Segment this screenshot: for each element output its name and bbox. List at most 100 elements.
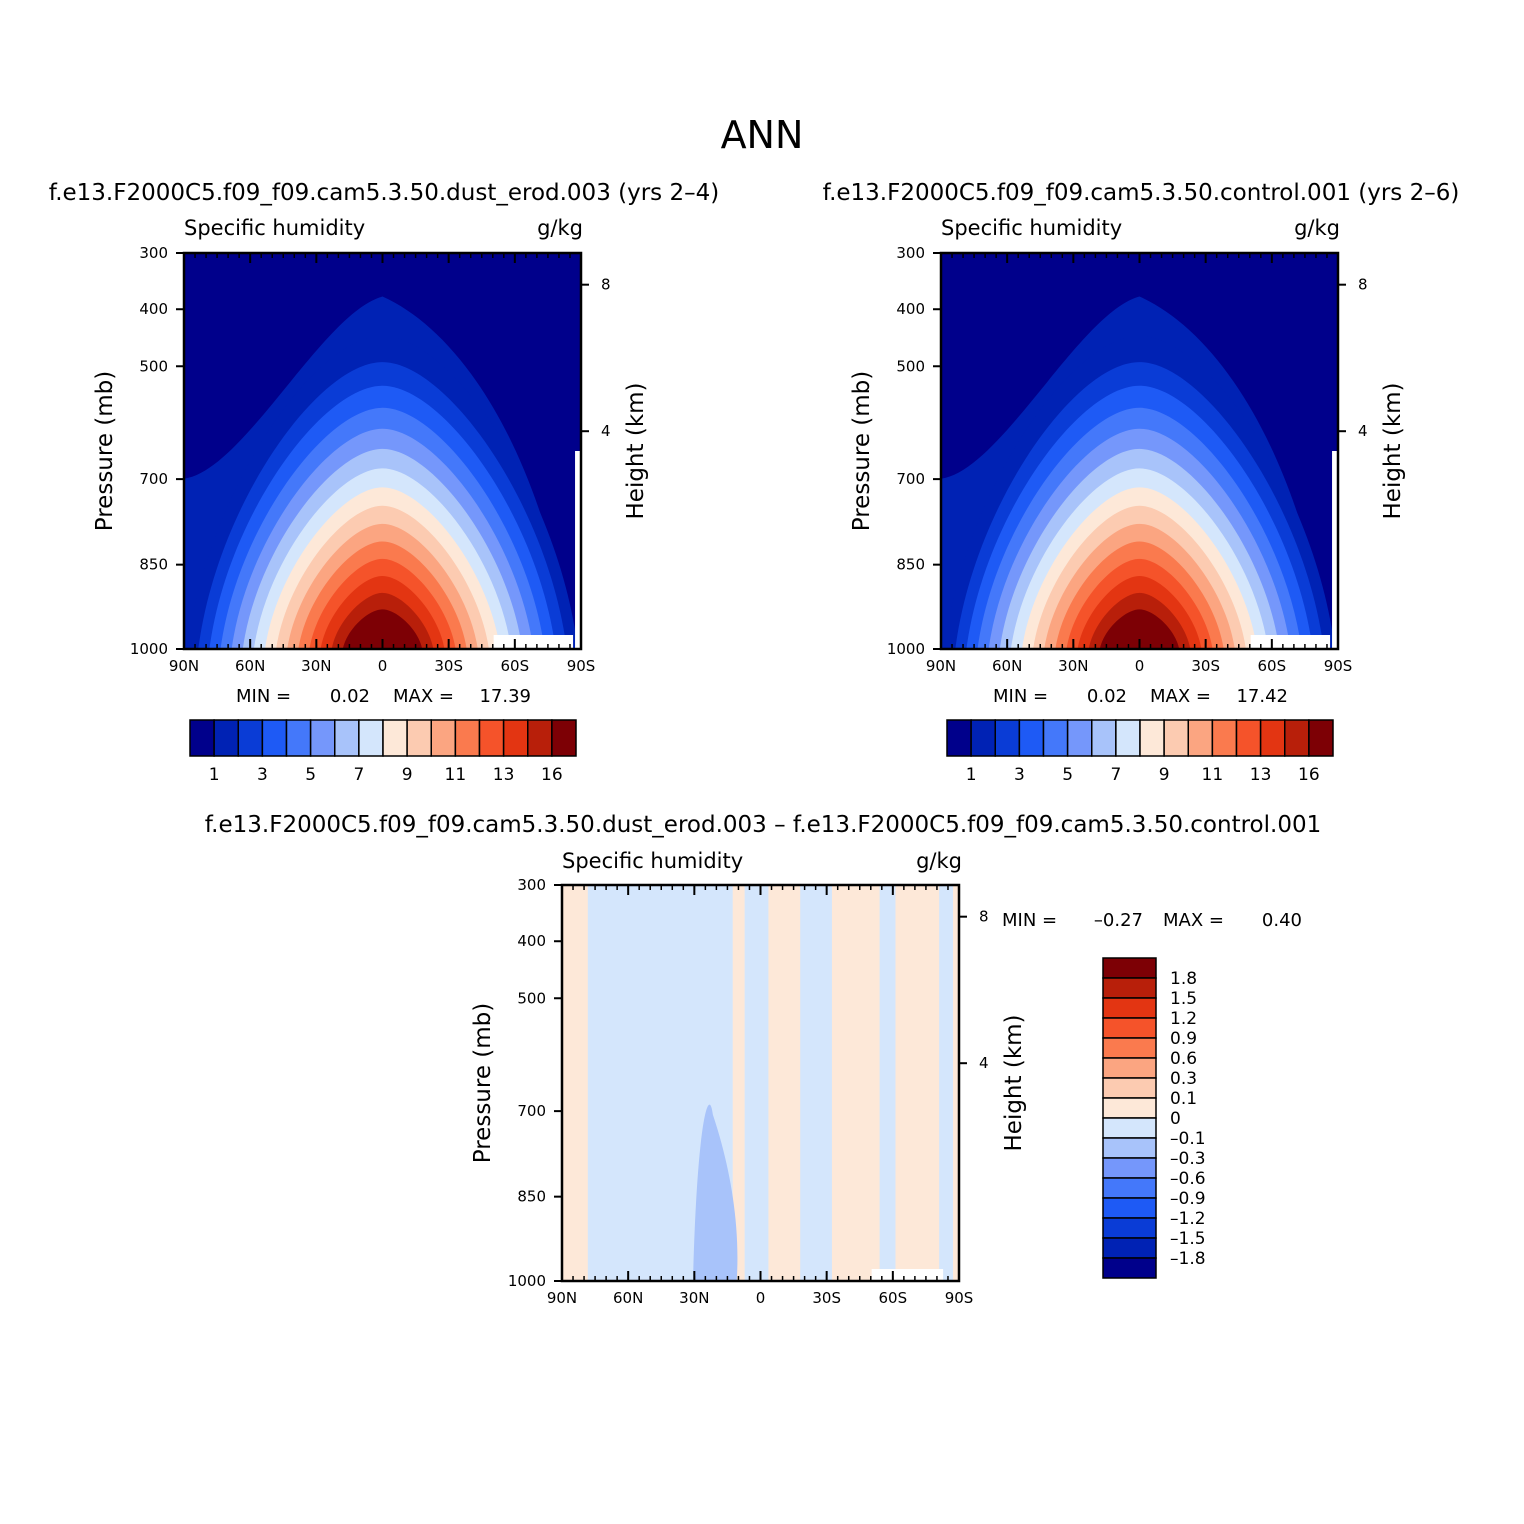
contour-band: [768, 885, 801, 1281]
colorbar-swatch: [1091, 719, 1117, 757]
colorbar-swatch: [1139, 719, 1165, 757]
y-tick-label: 500: [139, 357, 168, 375]
colorbar-swatch: [1102, 1137, 1157, 1159]
colorbar-swatch: [382, 719, 408, 757]
colorbar-label: 1.2: [1170, 1009, 1197, 1029]
colorbar-swatch: [1066, 719, 1093, 757]
y-tick-label: 850: [139, 556, 168, 574]
contour-band: [895, 885, 940, 1281]
min-value: –0.27: [1094, 910, 1143, 931]
y-right-tick-label: 4: [1358, 422, 1368, 440]
contour-band: [693, 1104, 738, 1281]
colorbar-swatch: [1102, 977, 1157, 999]
x-tick-label: 30N: [301, 657, 331, 675]
colorbar-swatch: [1102, 1117, 1157, 1139]
colorbar-swatch: [1259, 719, 1286, 757]
topography-mask: [1332, 451, 1338, 649]
x-tick-label: 30S: [434, 657, 463, 675]
case-title: f.e13.F2000C5.f09_f09.cam5.3.50.control.…: [823, 180, 1460, 206]
colorbar-swatch: [1102, 1197, 1157, 1219]
colorbar-swatch: [551, 719, 577, 757]
colorbar-label: –0.1: [1170, 1129, 1206, 1149]
colorbar-swatch: [309, 719, 336, 757]
colorbar-label: –1.5: [1170, 1229, 1206, 1249]
colorbar-label: 0.9: [1170, 1029, 1197, 1049]
y-axis-title-right: Height (km): [1380, 382, 1406, 519]
y-right-tick-label: 8: [601, 276, 611, 294]
units-label: g/kg: [537, 216, 583, 240]
colorbar-swatch: [1102, 1097, 1157, 1119]
colorbar-label: –0.9: [1170, 1189, 1206, 1209]
colorbar-swatch: [213, 719, 239, 757]
colorbar-label: 0.3: [1170, 1069, 1197, 1089]
panel-test: f.e13.F2000C5.f09_f09.cam5.3.50.dust_ero…: [49, 180, 719, 785]
x-tick-label: 30S: [1191, 657, 1220, 675]
colorbar-label: –1.8: [1170, 1249, 1206, 1269]
colorbar-swatch: [285, 719, 312, 757]
colorbar-label: 0: [1170, 1109, 1181, 1129]
colorbar-swatch: [1018, 719, 1045, 757]
x-tick-label: 30N: [1058, 657, 1088, 675]
y-tick-label: 300: [896, 244, 925, 262]
min-value: 0.02: [330, 686, 370, 707]
x-tick-label: 90S: [567, 657, 596, 675]
contour-band: [562, 885, 588, 1281]
colorbar-swatch: [454, 719, 481, 757]
units-label: g/kg: [1294, 216, 1340, 240]
x-tick-label: 0: [756, 1289, 766, 1307]
topography-mask: [575, 451, 581, 649]
colorbar-label: 1: [966, 765, 977, 785]
x-tick-label: 60N: [992, 657, 1022, 675]
colorbar-swatch: [1042, 719, 1069, 757]
colorbar-label: 9: [402, 765, 413, 785]
contour-band: [562, 885, 959, 1281]
colorbar-swatch: [527, 719, 553, 757]
colorbar-swatch: [237, 719, 264, 757]
y-tick-label: 850: [517, 1188, 546, 1206]
stats: MIN = 0.02 MAX = 17.42: [993, 686, 1288, 707]
case-title: f.e13.F2000C5.f09_f09.cam5.3.50.dust_ero…: [205, 812, 1321, 838]
colorbar-label: 13: [493, 765, 515, 785]
y-tick-label: 400: [517, 932, 546, 950]
y-tick-label: 1000: [130, 640, 168, 658]
min-label: MIN =: [993, 686, 1048, 707]
colorbar-swatch: [1102, 1217, 1157, 1239]
y-tick-label: 700: [139, 470, 168, 488]
y-right-tick-label: 8: [1358, 276, 1368, 294]
x-tick-label: 0: [378, 657, 388, 675]
contour-band: [342, 609, 423, 649]
plot-area: 90N 60N 30N 0 30S 60S 90S 300 400 500 700 850 1000 8 4: [130, 244, 611, 675]
colorbar-swatch: [1102, 1157, 1157, 1179]
colorbar-swatch: [1115, 719, 1141, 757]
colorbar-label: 3: [1014, 765, 1025, 785]
y-tick-label: 300: [139, 244, 168, 262]
colorbar: 1 3 5 7 9 11 13 16: [946, 719, 1334, 785]
x-tick-label: 60S: [1258, 657, 1287, 675]
x-tick-label: 0: [1135, 657, 1145, 675]
colorbar-label: 7: [353, 765, 364, 785]
colorbar-label: 1.8: [1170, 969, 1197, 989]
colorbar-label: –0.3: [1170, 1149, 1206, 1169]
colorbar-label: –1.2: [1170, 1209, 1206, 1229]
colorbar-label: 9: [1159, 765, 1170, 785]
stats: MIN = 0.02 MAX = 17.39: [236, 686, 531, 707]
panel-control: f.e13.F2000C5.f09_f09.cam5.3.50.control.…: [823, 180, 1460, 785]
x-tick-label: 60N: [235, 657, 265, 675]
x-tick-label: 90N: [169, 657, 199, 675]
colorbar-label: 0.1: [1170, 1089, 1197, 1109]
colorbar-swatch: [1102, 1057, 1157, 1079]
colorbar-swatch: [334, 719, 360, 757]
colorbar-swatch: [946, 719, 972, 757]
colorbar-swatch: [1102, 1017, 1157, 1039]
x-tick-label: 90N: [547, 1289, 577, 1307]
colorbar-swatch: [358, 719, 384, 757]
variable-label: Specific humidity: [941, 216, 1122, 240]
colorbar-label: 13: [1250, 765, 1272, 785]
x-tick-label: 60S: [879, 1289, 908, 1307]
plot-area: 90N 60N 30N 0 30S 60S 90S 300 400 500 700 850 1000 8 4: [887, 244, 1368, 675]
colorbar-swatch: [994, 719, 1021, 757]
variable-label: Specific humidity: [184, 216, 365, 240]
y-tick-label: 500: [896, 357, 925, 375]
colorbar-label: 5: [1062, 765, 1073, 785]
